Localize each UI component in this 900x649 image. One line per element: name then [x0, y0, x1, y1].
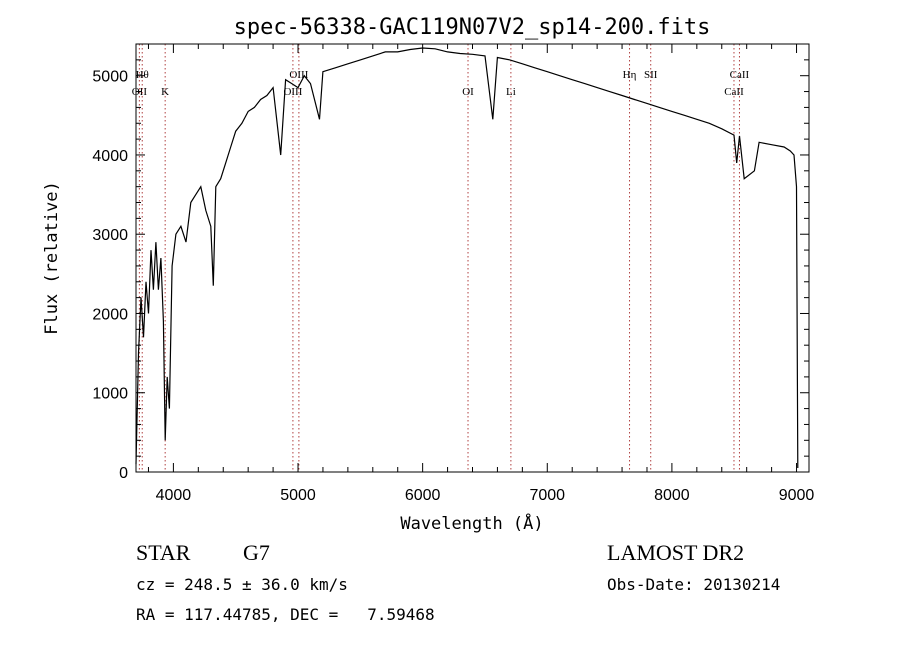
line-marker-label: K: [161, 86, 169, 98]
x-tick-label: 7000: [529, 487, 565, 504]
line-marker-label: Li: [506, 86, 516, 98]
x-axis-label: Wavelength (Å): [400, 512, 543, 534]
x-tick-label: 9000: [779, 487, 815, 504]
cz-value: cz = 248.5 ± 36.0 km/s: [136, 575, 348, 594]
y-tick-label: 4000: [92, 148, 128, 165]
object-class: STAR: [136, 540, 191, 565]
y-axis-ticks: 0 1000 2000 3000 4000 5000: [92, 43, 809, 482]
x-axis-ticks: 4000 5000 6000 7000 8000 9000: [147, 44, 815, 504]
line-marker-label: Hη: [623, 69, 637, 81]
x-tick-label: 4000: [156, 487, 192, 504]
plot-frame: [135, 43, 810, 473]
chart-title: spec-56338-GAC119N07V2_sp14-200.fits: [234, 15, 711, 40]
x-tick-label: 5000: [280, 487, 316, 504]
x-tick-label: 6000: [405, 487, 441, 504]
line-marker-label: CaII: [730, 69, 750, 81]
object-subclass: G7: [243, 540, 270, 565]
line-marker-label: CaII: [724, 86, 744, 98]
y-tick-label: 2000: [92, 306, 128, 323]
spectrum-series: [135, 47, 799, 469]
y-axis-label: Flux (relative): [42, 181, 62, 335]
y-tick-label: 3000: [92, 227, 128, 244]
line-marker-label: OI: [462, 86, 474, 98]
y-tick-label: 0: [119, 465, 128, 482]
obs-date: Obs-Date: 20130214: [607, 575, 780, 594]
ra-dec-coords: RA = 117.44785, DEC = 7.59468: [136, 605, 435, 624]
y-tick-label: 5000: [92, 69, 128, 86]
line-marker-label: OIII: [289, 69, 308, 81]
x-tick-label: 8000: [654, 487, 690, 504]
line-marker-label: Hθ: [136, 69, 149, 81]
line-marker-label: SII: [644, 69, 658, 81]
line-marker-label: OIII: [283, 86, 302, 98]
survey-name: LAMOST DR2: [607, 540, 744, 565]
spectrum-line: [135, 47, 799, 469]
y-tick-label: 1000: [92, 386, 128, 403]
